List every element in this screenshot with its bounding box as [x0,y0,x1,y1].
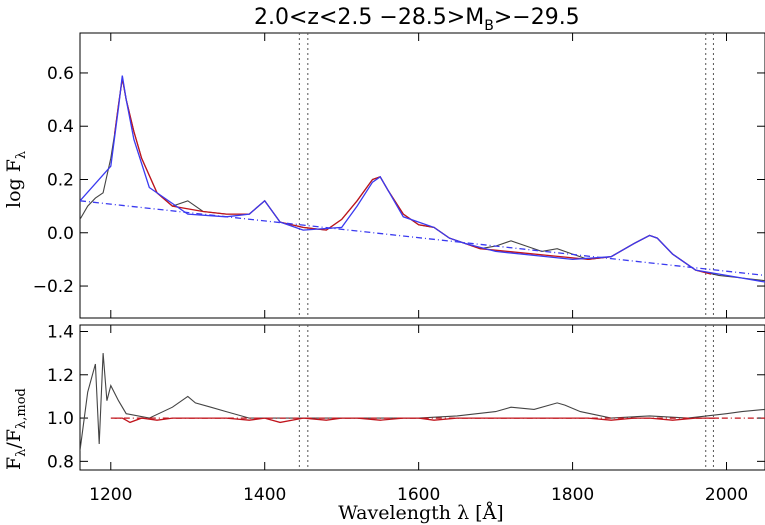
y-tick-label: 0.4 [47,117,74,137]
x-axis-label: Wavelength λ [Å] [338,502,503,524]
bottom-y-axis-label-subscript-2: λ,mod [14,388,29,429]
x-tick-label: 1600 [397,485,440,505]
bottom-y-axis-label-mid: /F [3,429,25,449]
flux-panel: −0.2 0.0 0.2 0.4 0.6 [33,32,765,319]
y-tick-label: 1.0 [47,409,74,429]
chart-title-subscript: B [484,18,494,34]
series-fit-line [114,417,719,424]
x-tick-label: 2000 [705,485,748,505]
y-tick-label: 1.2 [47,366,74,386]
series-group [80,353,765,451]
y-tick-label: 0.0 [47,224,74,244]
series-model-line [80,75,765,283]
bottom-y-axis-label-subscript: λ [14,449,29,457]
y-tick-label: 1.4 [47,322,74,342]
y-tick-label: 0.6 [47,64,74,84]
series-fit-line [113,78,712,275]
y-tick-label: 0.2 [47,170,74,190]
bottom-y-axis-label-main: F [3,457,25,470]
top-y-axis-label: log Fλ [3,151,29,208]
bottom-y-axis-label: Fλ/Fλ,mod [3,388,29,470]
chart-title: 2.0<z<2.5 −28.5>MB>−29.5 [254,5,580,34]
ratio-panel: 1200 1400 1600 1800 2000 0.8 1.0 1.2 1.4 [47,322,765,505]
y-tick-label: −0.2 [33,277,74,297]
x-tick-label: 1400 [243,485,286,505]
plot-frame [79,324,765,471]
plot-frame [79,32,765,319]
chart-title-tail: >−29.5 [494,5,580,30]
x-tick-label: 1800 [551,485,594,505]
y-tick-label: 0.8 [47,452,74,472]
top-y-axis-label-subscript: λ [14,151,29,159]
top-y-axis-label-main: log F [3,159,25,208]
series-group [80,75,765,283]
chart-title-main: 2.0<z<2.5 −28.5>M [254,5,484,30]
series-data-line [80,78,765,282]
x-tick-label: 1200 [89,485,132,505]
series-continuum-line [80,200,765,277]
series-data-line [80,353,765,451]
